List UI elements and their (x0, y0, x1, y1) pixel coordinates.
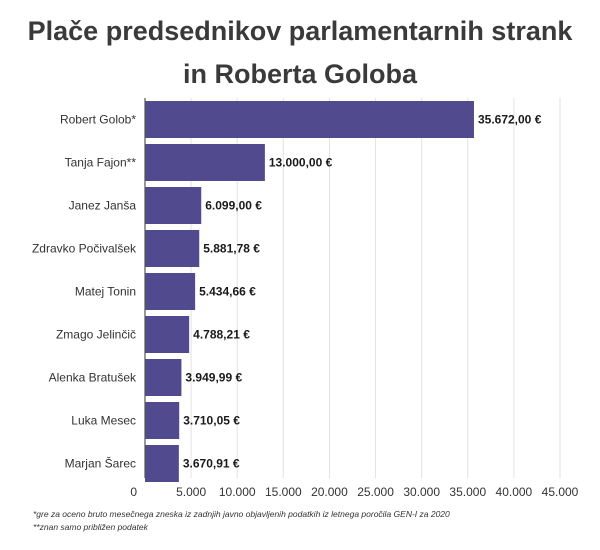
value-label: 3.670,91 € (183, 457, 240, 471)
chart-title: Plače predsednikov parlamentarnih strank… (0, 10, 600, 96)
value-label: 6.099,00 € (205, 199, 262, 213)
category-label: Marjan Šarec (65, 456, 136, 471)
x-tick-label: 15.000 (265, 485, 302, 499)
x-tick-label: 0 (130, 485, 137, 499)
x-tick-label: 30.000 (403, 485, 440, 499)
bar (145, 359, 182, 396)
category-label: Robert Golob* (60, 113, 136, 127)
x-tick-label: 40.000 (496, 485, 533, 499)
category-label: Luka Mesec (71, 414, 136, 428)
chart-title-line-1: Plače predsednikov parlamentarnih strank (27, 16, 573, 46)
value-label: 13.000,00 € (269, 156, 333, 170)
value-label: 3.949,99 € (185, 371, 242, 385)
chart-title-line-2: in Roberta Goloba (182, 59, 417, 89)
footnotes: *gre za oceno bruto mesečnega zneska iz … (33, 508, 450, 534)
category-label: Zmago Jelinčič (56, 328, 136, 342)
bar (145, 316, 190, 353)
value-label: 5.434,66 € (199, 285, 256, 299)
category-label: Tanja Fajon** (65, 156, 137, 170)
bar (145, 187, 202, 224)
category-label: Alenka Bratušek (49, 371, 137, 385)
x-tick-label: 25.000 (357, 485, 394, 499)
bar (145, 230, 200, 267)
x-tick-label: 10.000 (219, 485, 256, 499)
bar (145, 273, 196, 310)
x-tick-label: 20.000 (311, 485, 348, 499)
value-label: 35.672,00 € (478, 113, 542, 127)
value-label: 5.881,78 € (203, 242, 260, 256)
category-label: Matej Tonin (75, 285, 136, 299)
x-tick-label: 45.000 (542, 485, 579, 499)
footnote-2: **znan samo približen podatek (33, 522, 148, 532)
bar (145, 445, 179, 482)
x-tick-label: 35.000 (449, 485, 486, 499)
bar (145, 402, 180, 439)
value-label: 3.710,05 € (183, 414, 240, 428)
bar (145, 101, 474, 138)
category-label: Zdravko Počivalšek (32, 242, 137, 256)
bar (145, 144, 265, 181)
category-label: Janez Janša (69, 199, 137, 213)
footnote-1: *gre za oceno bruto mesečnega zneska iz … (33, 509, 450, 519)
value-label: 4.788,21 € (193, 328, 250, 342)
x-tick-label: 5.000 (176, 485, 206, 499)
